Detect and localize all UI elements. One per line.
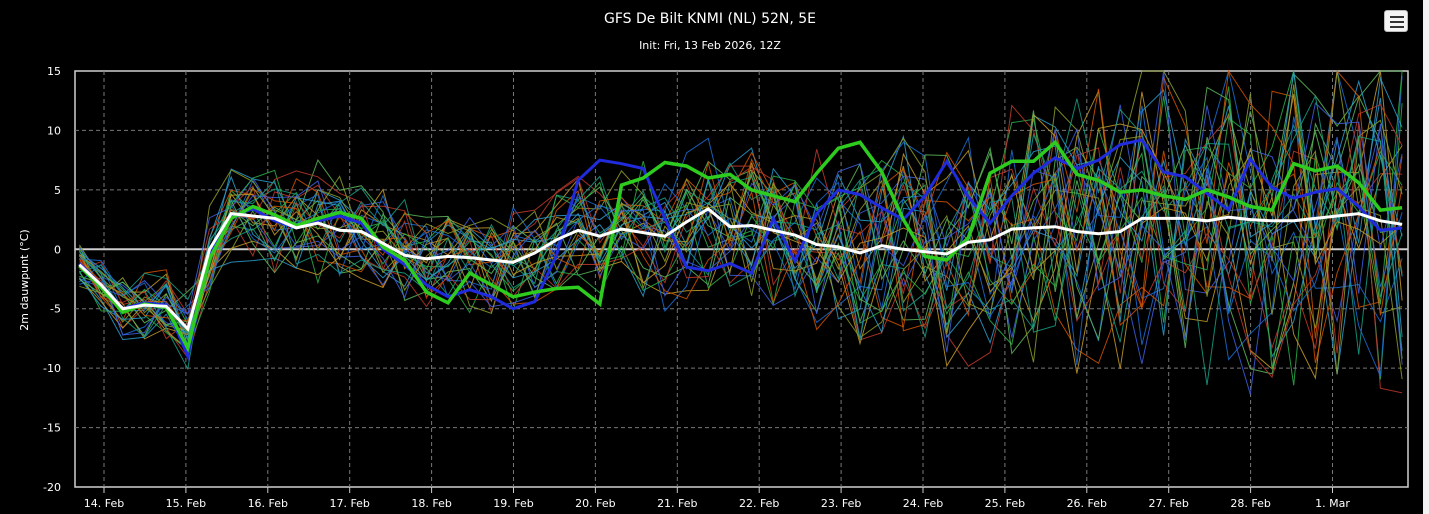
chart-title: GFS De Bilt KNMI (NL) 52N, 5E (604, 11, 816, 27)
chart-menu-button[interactable] (1384, 10, 1408, 32)
ensemble-member-line (79, 70, 1403, 370)
main-series-layer (78, 138, 1403, 362)
x-tick-label: 18. Feb (411, 497, 451, 510)
x-tick-label: 22. Feb (739, 497, 779, 510)
x-tick-label: 1. Mar (1315, 497, 1350, 510)
x-tick-label: 17. Feb (329, 497, 369, 510)
ensemble-member-line (79, 104, 1403, 394)
ensemble-member-line (79, 145, 1403, 380)
ensemble-member-line (79, 69, 1403, 364)
x-tick-label: 21. Feb (657, 497, 697, 510)
y-tick-label: -5 (50, 303, 61, 316)
ensemble-mean-line (78, 207, 1403, 332)
axis-labels: 15 10 5 0 -5 -10 -15 -20 14. Feb 15. Feb 16. Feb 17… (43, 65, 1350, 510)
x-tick-label: 15. Feb (166, 497, 206, 510)
y-tick-label: 10 (47, 124, 61, 137)
ensemble-member-line (78, 90, 1403, 365)
x-tick-label: 23. Feb (821, 497, 861, 510)
chart-subtitle: Init: Fri, 13 Feb 2026, 12Z (639, 39, 781, 52)
ensemble-member-line (79, 86, 1403, 341)
ensemble-member-line (78, 103, 1403, 379)
menu-line-icon (1390, 21, 1404, 23)
ensemble-member-line (79, 102, 1403, 395)
y-tick-label: -10 (43, 362, 61, 375)
plot-border (74, 70, 1409, 488)
ensemble-member-line (79, 75, 1403, 377)
menu-line-icon (1390, 16, 1404, 18)
control-run-line (78, 139, 1403, 353)
x-tick-label: 26. Feb (1067, 497, 1107, 510)
ensemble-member-line (78, 70, 1403, 375)
x-tick-label: 27. Feb (1148, 497, 1188, 510)
ensemble-members (78, 69, 1403, 395)
x-tick-label: 16. Feb (248, 497, 288, 510)
y-tick-label: -20 (43, 481, 61, 494)
x-tick-label: 19. Feb (493, 497, 533, 510)
ensemble-member-line (79, 105, 1403, 365)
x-tick-label: 24. Feb (903, 497, 943, 510)
grid-layer (74, 70, 1409, 493)
ensemble-member-line (79, 115, 1403, 359)
ensemble-member-line (78, 69, 1403, 334)
window-edge (1423, 0, 1429, 514)
menu-line-icon (1390, 26, 1404, 28)
x-tick-label: 20. Feb (575, 497, 615, 510)
y-axis-label: 2m dauwpunt (°C) (18, 229, 31, 330)
y-tick-label: 5 (54, 184, 61, 197)
y-tick-label: -15 (43, 422, 61, 435)
y-tick-label: 0 (54, 243, 61, 256)
x-tick-label: 28. Feb (1230, 497, 1270, 510)
y-tick-label: 15 (47, 65, 61, 78)
x-tick-label: 14. Feb (84, 497, 124, 510)
ensemble-member-line (79, 70, 1403, 338)
x-tick-label: 25. Feb (985, 497, 1025, 510)
